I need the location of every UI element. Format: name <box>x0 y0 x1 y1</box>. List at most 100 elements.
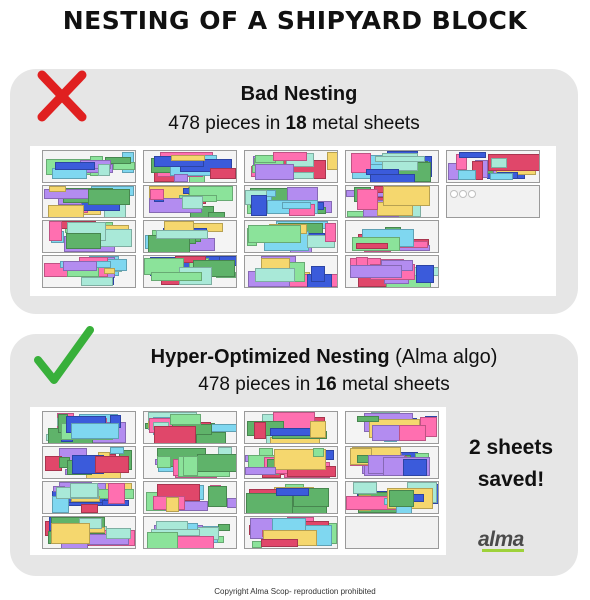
good-sheets-count: 16 <box>315 374 337 395</box>
cross-icon <box>37 70 87 122</box>
nested-part <box>147 532 178 548</box>
bad-nesting-panel: Bad Nesting 478 pieces in 18 metal sheet… <box>10 69 578 314</box>
bad-sheets-word: metal sheets <box>311 113 420 134</box>
nested-part <box>106 528 131 539</box>
nested-part <box>276 488 309 496</box>
metal-sheet <box>345 255 439 288</box>
metal-sheet <box>244 516 338 549</box>
nested-part <box>70 483 98 498</box>
metal-sheet <box>345 446 439 479</box>
optimized-nesting-summary: 478 pieces in 16 metal sheets <box>10 374 578 396</box>
nested-part <box>491 158 507 168</box>
nested-part <box>49 186 66 192</box>
bad-sheets-count: 18 <box>285 113 307 134</box>
nested-part <box>245 467 276 475</box>
nested-part <box>197 454 236 472</box>
metal-sheet <box>143 411 237 444</box>
nested-part <box>375 156 425 162</box>
bad-pieces-text: 478 pieces in <box>168 113 281 134</box>
nested-part <box>208 486 227 507</box>
bad-heading-text: Bad Nesting <box>240 83 358 105</box>
nested-part <box>218 524 230 531</box>
nested-part <box>157 456 171 468</box>
metal-sheet <box>244 411 338 444</box>
metal-sheet <box>244 150 338 183</box>
alma-logo: alma <box>478 528 524 552</box>
nested-part <box>246 493 293 513</box>
metal-sheet <box>143 255 237 288</box>
nested-part <box>49 221 62 241</box>
good-heading-text: Hyper-Optimized Nesting <box>150 346 390 368</box>
nested-part <box>458 170 476 180</box>
nested-part <box>110 447 124 454</box>
nested-part <box>310 421 326 438</box>
metal-sheet <box>143 481 237 514</box>
nested-part <box>282 202 311 209</box>
bad-nesting-summary: 478 pieces in 18 metal sheets <box>10 113 578 135</box>
optimized-nesting-panel: Hyper-Optimized Nesting (Alma algo) 478 … <box>10 326 578 576</box>
nested-part <box>399 425 426 441</box>
nested-part <box>325 223 336 242</box>
metal-sheet <box>345 516 439 549</box>
nested-part <box>383 186 430 206</box>
metal-sheet <box>42 516 136 549</box>
metal-sheet <box>345 411 439 444</box>
nested-part <box>403 459 427 476</box>
nested-part <box>327 152 337 170</box>
nested-part <box>156 230 208 239</box>
metal-sheet <box>143 446 237 479</box>
nested-part <box>356 243 388 249</box>
nested-part <box>81 277 113 286</box>
metal-sheet <box>244 220 338 253</box>
nested-part <box>51 523 90 544</box>
metal-sheet <box>42 150 136 183</box>
check-icon <box>34 326 94 384</box>
optimized-sheets-grid <box>30 407 446 555</box>
nested-part <box>154 426 196 443</box>
nested-part <box>63 261 97 271</box>
nested-part <box>389 490 414 507</box>
nested-part <box>366 169 399 175</box>
nested-part <box>183 456 198 476</box>
metal-sheet <box>42 481 136 514</box>
metal-sheet <box>42 446 136 479</box>
nested-part <box>261 539 298 547</box>
metal-sheet <box>143 185 237 218</box>
metal-sheet <box>345 220 439 253</box>
nested-part <box>350 265 402 278</box>
nested-part <box>171 155 205 161</box>
metal-sheet <box>143 150 237 183</box>
nested-part <box>66 233 101 249</box>
nested-part <box>210 168 236 179</box>
metal-sheet <box>42 220 136 253</box>
logo-underline <box>482 549 524 552</box>
saved-line-1: 2 sheets <box>468 436 554 459</box>
good-sheets-word: metal sheets <box>341 374 450 395</box>
nested-part <box>468 190 476 198</box>
metal-sheet <box>42 411 136 444</box>
metal-sheet <box>42 255 136 288</box>
metal-sheet <box>42 185 136 218</box>
nested-part <box>416 265 434 283</box>
nested-part <box>459 190 467 198</box>
optimized-nesting-heading: Hyper-Optimized Nesting (Alma algo) <box>10 346 578 369</box>
nested-part <box>255 164 294 180</box>
metal-sheet <box>244 481 338 514</box>
nested-part <box>227 498 236 508</box>
nested-part <box>254 422 266 439</box>
nested-part <box>273 152 307 161</box>
nested-part <box>48 205 84 217</box>
nested-part <box>150 189 164 200</box>
nested-part <box>95 456 129 473</box>
nested-part <box>248 225 301 243</box>
nested-part <box>287 187 318 201</box>
nested-part <box>81 504 98 513</box>
metal-sheet <box>244 185 338 218</box>
nested-part <box>211 424 236 432</box>
nested-part <box>177 536 214 548</box>
nested-part <box>71 423 119 439</box>
nested-part <box>311 266 325 282</box>
nested-part <box>170 414 201 425</box>
good-pieces-text: 478 pieces in <box>198 374 311 395</box>
metal-sheet <box>345 481 439 514</box>
